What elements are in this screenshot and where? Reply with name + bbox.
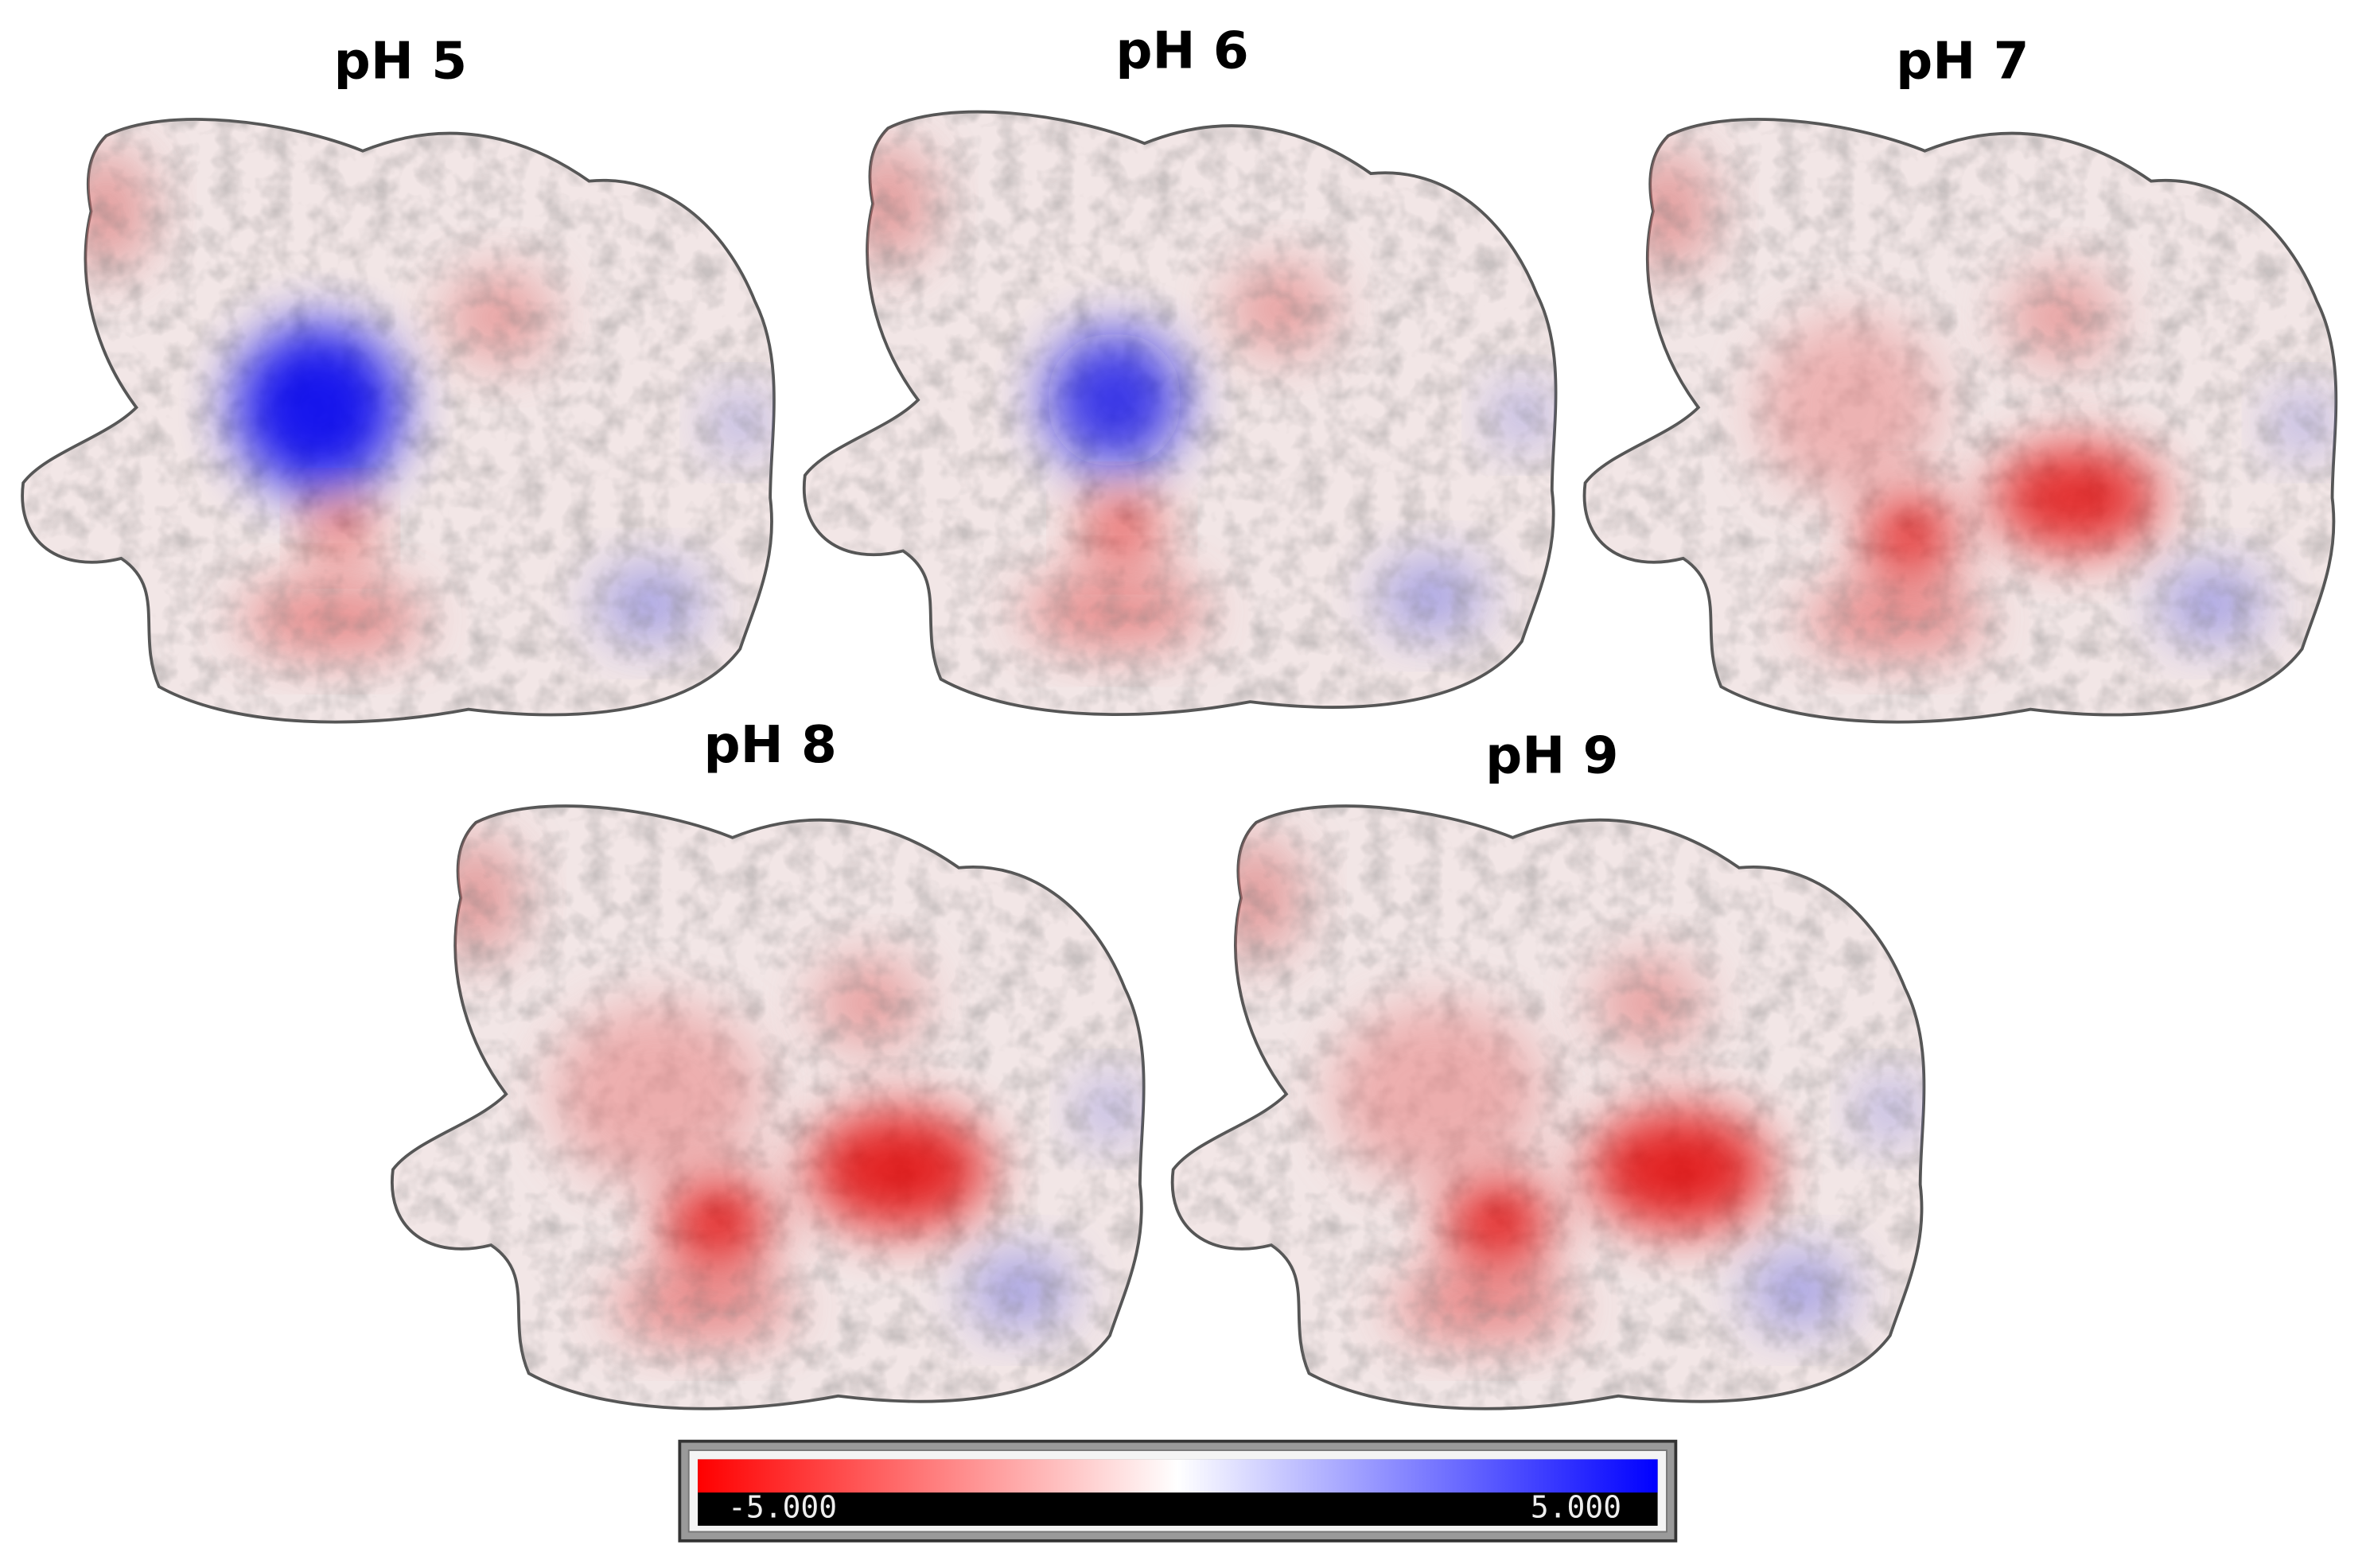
protein-surface (385, 792, 1169, 1426)
colorbar-min-label: -5.000 (728, 1490, 837, 1525)
panel-title: pH 5 (334, 32, 467, 91)
protein-surface (797, 98, 1582, 732)
colorbar-gradient (698, 1459, 1658, 1493)
panel-title: pH 6 (1115, 21, 1248, 80)
panel-title: pH 8 (703, 715, 836, 775)
panel-title: pH 9 (1485, 726, 1618, 785)
colorbar-max-label: 5.000 (1531, 1490, 1621, 1525)
colorbar: -5.000 5.000 (678, 1439, 1678, 1543)
protein-surface (16, 106, 800, 740)
panel-title: pH 7 (1896, 32, 2029, 91)
protein-surface (1165, 792, 1950, 1426)
protein-surface (1578, 106, 2362, 740)
